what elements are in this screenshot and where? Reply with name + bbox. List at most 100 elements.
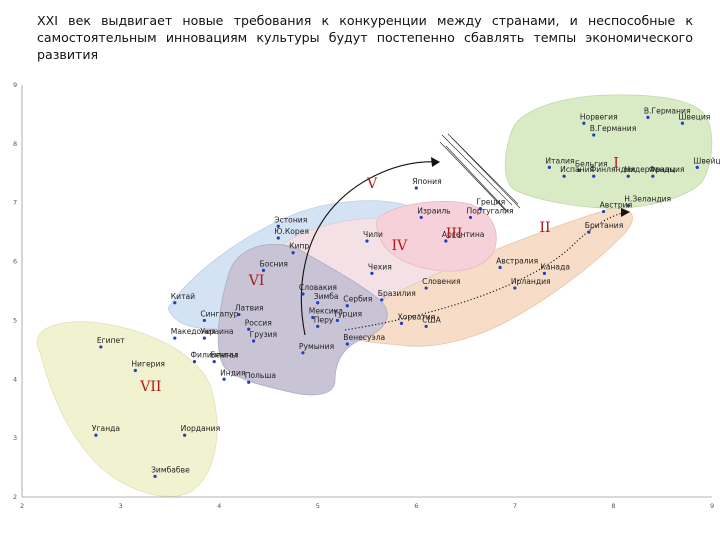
country-point: Ю.Корея (274, 227, 309, 240)
country-point: Египет (97, 336, 125, 349)
country-point: Македония (171, 327, 216, 340)
country-label: Израиль (417, 206, 451, 215)
x-tick-label: 4 (217, 502, 221, 510)
zone-label-IV: IV (392, 238, 409, 254)
x-tick-label: 7 (513, 502, 517, 510)
point-marker (695, 165, 699, 169)
country-label: Нидерланды (624, 165, 675, 174)
country-point: Бельгия (575, 159, 608, 172)
point-marker (247, 327, 251, 331)
country-point: Португалия (467, 206, 514, 220)
country-point: Турция (332, 309, 362, 323)
point-marker (587, 230, 591, 234)
country-label: Сингапур (200, 309, 238, 318)
y-tick-label: 5 (13, 316, 17, 324)
point-marker (582, 121, 586, 125)
hatching-lines (439, 133, 521, 213)
country-point: Китай (171, 292, 195, 305)
zone-label-V: V (366, 176, 378, 192)
zone-label-II: II (540, 220, 551, 236)
point-marker (212, 360, 216, 364)
zone-I-shape (504, 94, 713, 209)
point-marker (173, 301, 177, 305)
country-point: Япония (412, 177, 442, 190)
country-label: Венесуэла (343, 333, 385, 342)
y-tick-label: 8 (13, 140, 17, 148)
y-tick-label: 4 (13, 375, 17, 383)
country-label: Португалия (467, 206, 514, 215)
country-point: Словакия (299, 283, 337, 296)
country-label: Македония (171, 327, 216, 336)
country-label: Индия (220, 368, 245, 377)
point-marker (547, 165, 551, 169)
country-point: Норвегия (580, 112, 618, 125)
country-label: Италия (545, 156, 574, 165)
point-marker (202, 336, 206, 340)
country-point: Британия (585, 221, 624, 234)
arrows-layer (300, 133, 630, 336)
country-label: Испания (560, 165, 594, 174)
country-point: Нидерланды (624, 165, 675, 178)
point-marker (316, 301, 320, 305)
country-label: Норвегия (580, 112, 618, 121)
country-label: Словакия (299, 283, 337, 292)
point-marker (419, 215, 423, 220)
country-label: Аргентина (442, 230, 485, 239)
country-label: Япония (412, 177, 441, 186)
point-marker (468, 215, 473, 220)
point-marker (646, 115, 650, 119)
point-marker (94, 433, 98, 437)
country-label: Швейцария (693, 156, 720, 165)
point-marker (577, 168, 581, 172)
country-point: Сербия (343, 295, 372, 308)
country-label: Россия (245, 318, 272, 327)
point-marker (601, 209, 606, 214)
country-label: Британия (585, 221, 624, 230)
country-label: Канада (540, 262, 570, 271)
country-point: Израиль (417, 206, 451, 220)
country-point: Канада (540, 262, 570, 275)
country-point: Австралия (496, 256, 538, 270)
trajectory-arrowhead-V (431, 157, 440, 167)
country-point: В.Германия (644, 106, 691, 119)
country-point: Швейцария (693, 156, 720, 169)
point-marker (252, 339, 256, 343)
country-point: Словения (422, 277, 461, 290)
country-point: В.Германия (590, 124, 637, 137)
trajectory-arrowhead-lower (621, 208, 630, 217)
country-label: Иордания (181, 424, 221, 433)
country-label: Эстония (274, 215, 307, 224)
country-label: Кипр (289, 242, 309, 251)
point-marker (513, 286, 517, 290)
point-marker (345, 304, 349, 308)
y-tick-label: 7 (13, 199, 17, 207)
point-marker (424, 286, 428, 290)
country-point: Франция (649, 165, 685, 178)
country-label: В.Германия (590, 124, 637, 133)
country-label: Турция (332, 309, 362, 318)
point-marker (365, 239, 369, 243)
country-label: Сербия (343, 295, 372, 304)
country-point: Кипр (289, 242, 309, 255)
country-point: Филиппины (191, 351, 238, 364)
country-label: Босния (260, 259, 289, 268)
country-point: Аргентина (442, 230, 485, 243)
point-marker (680, 121, 685, 125)
y-tick-label: 3 (13, 434, 17, 442)
country-label: Ю.Корея (274, 227, 309, 236)
x-tick-label: 9 (710, 502, 714, 510)
point-marker (335, 318, 340, 323)
trajectory-arrow-V (300, 161, 438, 336)
zones-layer (36, 94, 713, 497)
country-point: Нигерия (131, 359, 165, 373)
zone-label-VII: VII (139, 379, 161, 395)
country-point: Зимбабве (151, 465, 190, 478)
country-point: Мексика (309, 306, 343, 320)
y-tick-label: 2 (13, 493, 17, 501)
point-marker (247, 380, 251, 384)
country-point: Иордания (181, 424, 221, 437)
country-point: Зимба (314, 292, 339, 305)
country-label: Украина (200, 327, 233, 336)
point-marker (399, 321, 404, 325)
